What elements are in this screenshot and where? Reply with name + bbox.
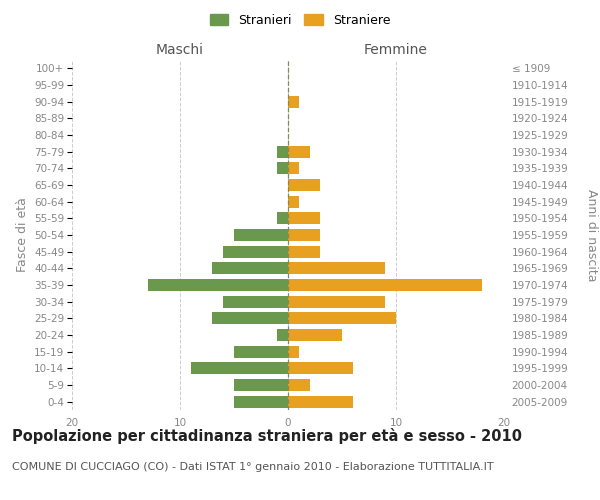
Bar xyxy=(234,346,288,358)
Bar xyxy=(277,329,288,341)
Text: COMUNE DI CUCCIAGO (CO) - Dati ISTAT 1° gennaio 2010 - Elaborazione TUTTITALIA.I: COMUNE DI CUCCIAGO (CO) - Dati ISTAT 1° … xyxy=(12,462,494,472)
Bar xyxy=(288,329,342,341)
Bar xyxy=(288,212,320,224)
Bar xyxy=(223,296,288,308)
Bar xyxy=(234,379,288,391)
Bar xyxy=(288,262,385,274)
Bar xyxy=(288,162,299,174)
Text: Femmine: Femmine xyxy=(364,42,428,56)
Bar xyxy=(288,196,299,207)
Bar xyxy=(277,162,288,174)
Bar xyxy=(288,312,396,324)
Bar xyxy=(234,396,288,407)
Bar xyxy=(288,229,320,241)
Bar xyxy=(191,362,288,374)
Bar xyxy=(148,279,288,291)
Bar xyxy=(277,146,288,158)
Bar xyxy=(288,146,310,158)
Y-axis label: Fasce di età: Fasce di età xyxy=(16,198,29,272)
Legend: Stranieri, Straniere: Stranieri, Straniere xyxy=(205,8,395,32)
Bar xyxy=(288,346,299,358)
Bar xyxy=(288,279,482,291)
Bar xyxy=(288,296,385,308)
Bar xyxy=(288,179,320,191)
Bar xyxy=(212,262,288,274)
Y-axis label: Anni di nascita: Anni di nascita xyxy=(585,188,598,281)
Text: Popolazione per cittadinanza straniera per età e sesso - 2010: Popolazione per cittadinanza straniera p… xyxy=(12,428,522,444)
Text: Maschi: Maschi xyxy=(156,42,204,56)
Bar xyxy=(212,312,288,324)
Bar xyxy=(223,246,288,258)
Bar xyxy=(288,362,353,374)
Bar xyxy=(288,246,320,258)
Bar xyxy=(288,96,299,108)
Bar xyxy=(234,229,288,241)
Bar xyxy=(277,212,288,224)
Bar xyxy=(288,379,310,391)
Bar xyxy=(288,396,353,407)
